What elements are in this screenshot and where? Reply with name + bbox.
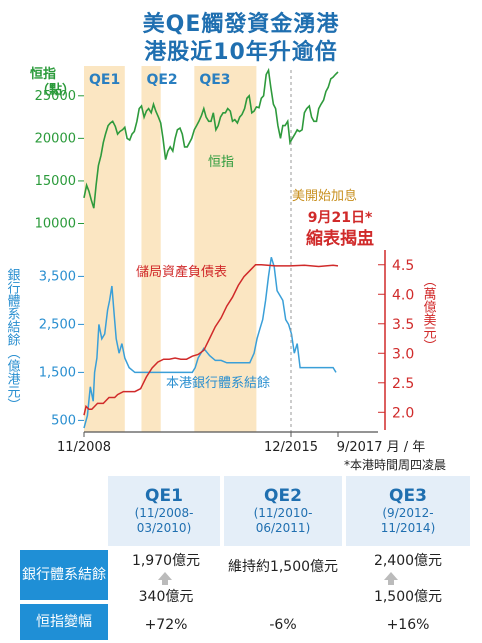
hsi-ytick-label-0: 10000 (35, 216, 76, 231)
qe1-balance-top: 1,970億元 (131, 553, 201, 569)
row-label-hsi: 恒指變幅 (20, 604, 108, 640)
series-label-balance: 本港銀行體系結餘 (166, 375, 270, 391)
fed-ylabel: （萬億美元） (421, 274, 437, 352)
balance-ylabel: 銀行體系結餘（億港元） (5, 268, 21, 411)
chart-title-line2: 港股近10年升逾倍 (144, 40, 338, 65)
series-label-fed: 儲局資產負債表 (136, 264, 227, 280)
hsi-ytick-label-3: 25000 (35, 89, 76, 104)
up-arrow-stem (162, 580, 168, 585)
series-line-1 (83, 256, 337, 429)
hsi-series-label: 恒指 (208, 155, 234, 170)
hsi-series: 恒指 (83, 67, 339, 209)
qe2-hsi-change: -6% (269, 617, 297, 633)
up-arrow-icon (158, 572, 172, 580)
hsi-ylabel-line1: 恒指 (30, 66, 56, 82)
qe1-balance-bottom: 340億元 (138, 589, 194, 605)
fed-ytick-label-0: 2.0 (392, 405, 414, 421)
fed-ytick-label-4: 4.0 (392, 287, 414, 303)
annotation-date: 9月21日* (308, 210, 373, 226)
up-arrow-icon-2 (384, 572, 398, 580)
qe3-balance-top: 2,400億元 (373, 553, 443, 569)
hsi-ylabel-line2: （點） (36, 82, 75, 98)
annotation-shrink: 縮表揭盅 (306, 228, 374, 249)
fed-ytick-label-2: 3.0 (392, 346, 414, 362)
balance-ytick-label-2: 2,500 (39, 317, 76, 332)
header-qe3: QE3 (9/2012- 11/2014) (346, 476, 470, 546)
balance-chart: 本港銀行體系結餘 儲局資產負債表 (83, 256, 339, 429)
hsi-ytick-label-1: 15000 (35, 174, 76, 189)
hsi-ytick-label-2: 20000 (35, 131, 76, 146)
header-qe2: QE2 (11/2010- 06/2011) (224, 476, 342, 546)
x-label-start: 11/2008 (57, 440, 111, 455)
fed-ytick-label-3: 3.5 (392, 317, 414, 333)
qe-band-2 (141, 66, 161, 432)
qe-bands: QE1 QE2 QE3 (84, 66, 257, 432)
balance-ytick-label-1: 1,500 (39, 365, 76, 380)
qe-band-label-2: QE2 (146, 72, 177, 88)
series-line-2 (83, 264, 339, 416)
footnote: *本港時間周四凌晨 (344, 458, 446, 472)
qe3-balance-bottom: 1,500億元 (373, 589, 443, 605)
qe2-balance: 維持約1,500億元 (227, 559, 339, 575)
qe-band-label-3: QE3 (199, 72, 230, 88)
comparison-table: QE1 (11/2008- 03/2010) QE2 (11/2010- 06/… (20, 476, 470, 643)
x-label-mid: 12/2015 (264, 440, 318, 455)
hsi-line (83, 67, 339, 209)
qe-band-1 (84, 66, 125, 432)
balance-ytick-label-0: 500 (51, 413, 76, 428)
x-label-end: 9/2017 月 / 年 (337, 440, 426, 455)
chart-title-line1: 美QE觸發資金湧港 (142, 12, 340, 37)
fed-ytick-label-1: 2.5 (392, 376, 414, 392)
up-arrow-stem-2 (388, 580, 394, 585)
qe3-hsi-change: +16% (386, 617, 430, 633)
axes: 恒指（點）10000150002000025000美開始加息9月21日*縮表揭盅… (5, 66, 447, 472)
fed-ytick-label-5: 4.5 (392, 258, 414, 274)
balance-ytick-label-3: 3,500 (39, 269, 76, 284)
row-label-balance: 銀行體系結餘 (20, 550, 108, 600)
header-qe1: QE1 (11/2008- 03/2010) (108, 476, 220, 546)
annotation-rate-hike: 美開始加息 (292, 188, 357, 204)
qe-band-3 (194, 66, 257, 432)
qe1-hsi-change: +72% (144, 617, 188, 633)
qe-band-label-1: QE1 (89, 72, 120, 88)
